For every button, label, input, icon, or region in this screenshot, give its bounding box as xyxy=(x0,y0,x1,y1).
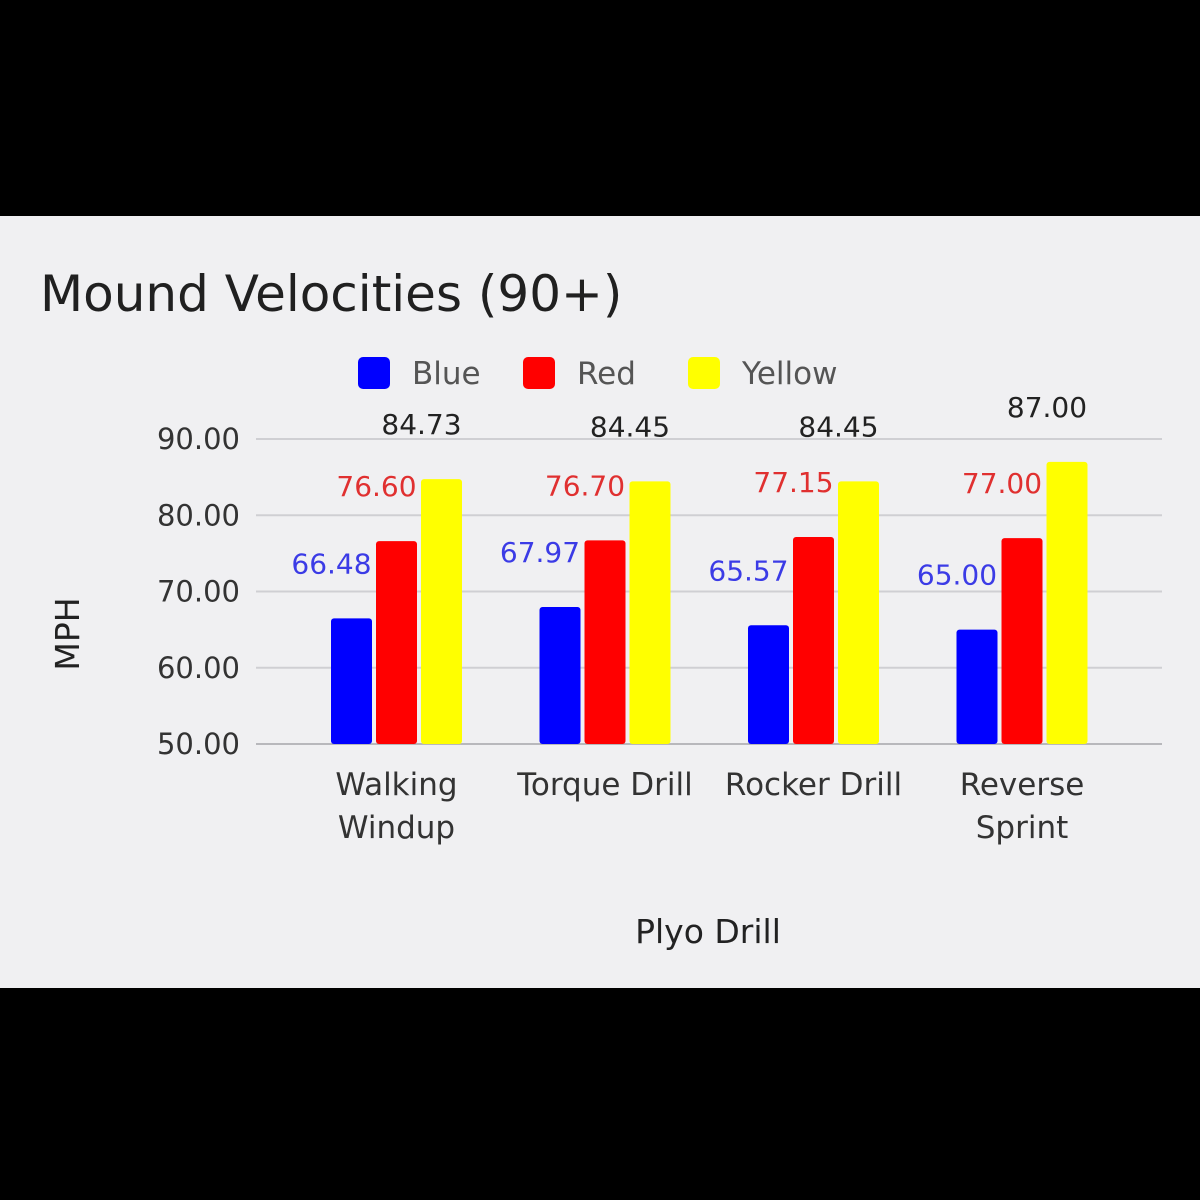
bar-red xyxy=(793,536,834,744)
x-axis-categories: Walking Windup Torque Drill Rocker Drill Rev… xyxy=(335,767,1084,846)
bar-yellow xyxy=(1046,461,1088,744)
bar-blue xyxy=(956,629,998,744)
bar-chart: Mound Velocities (90+) Blue Red Yellow 50.… xyxy=(40,265,1162,951)
chart-panel: Mound Velocities (90+) Blue Red Yellow 50.… xyxy=(0,216,1200,988)
data-label-red: 76.70 xyxy=(545,469,625,502)
legend-label-blue: Blue xyxy=(412,356,481,392)
data-label-red: 76.60 xyxy=(336,470,416,503)
y-axis-title: MPH xyxy=(48,597,87,670)
y-axis-ticks: 50.00 60.00 70.00 80.00 90.00 xyxy=(157,422,240,761)
data-label-blue: 66.48 xyxy=(291,547,371,580)
data-label-yellow: 87.00 xyxy=(1007,391,1087,424)
x-category-label: Sprint xyxy=(976,810,1069,846)
bar-yellow xyxy=(838,481,879,744)
bars xyxy=(331,461,1088,744)
x-category-label: Walking xyxy=(335,767,457,803)
legend-swatch-yellow xyxy=(688,357,720,389)
chart-title: Mound Velocities (90+) xyxy=(40,265,622,323)
data-label-blue: 65.00 xyxy=(917,559,997,592)
x-category-label: Reverse xyxy=(960,767,1085,803)
y-tick-label: 70.00 xyxy=(157,575,240,609)
legend-label-yellow: Yellow xyxy=(741,356,837,392)
y-tick-label: 50.00 xyxy=(157,727,240,761)
legend-swatch-blue xyxy=(358,357,390,389)
data-label-yellow: 84.45 xyxy=(798,410,878,443)
data-label-red: 77.15 xyxy=(753,466,833,499)
data-label-red: 77.00 xyxy=(962,467,1042,500)
y-tick-label: 60.00 xyxy=(157,651,240,685)
bar-red xyxy=(376,541,417,744)
y-tick-label: 80.00 xyxy=(157,498,240,532)
x-category-label: Torque Drill xyxy=(516,767,693,803)
data-label-blue: 67.97 xyxy=(500,536,580,569)
bar-yellow xyxy=(629,481,671,744)
bar-red xyxy=(1001,538,1043,744)
bar-blue xyxy=(748,625,789,744)
data-labels: 66.48 76.60 84.73 67.97 76.70 84.45 65.57 77.15… xyxy=(291,391,1087,592)
data-label-yellow: 84.45 xyxy=(590,410,670,443)
legend-label-red: Red xyxy=(577,356,636,392)
x-category-label: Rocker Drill xyxy=(725,767,902,803)
y-tick-label: 90.00 xyxy=(157,422,240,456)
x-category-label: Windup xyxy=(338,810,455,846)
x-axis-title: Plyo Drill xyxy=(635,912,781,951)
bar-yellow xyxy=(421,479,462,744)
data-label-blue: 65.57 xyxy=(708,554,788,587)
bar-red xyxy=(584,540,626,744)
bar-blue xyxy=(331,618,372,744)
data-label-yellow: 84.73 xyxy=(381,408,461,441)
legend: Blue Red Yellow xyxy=(358,356,837,392)
bar-blue xyxy=(539,606,581,744)
legend-swatch-red xyxy=(523,357,555,389)
